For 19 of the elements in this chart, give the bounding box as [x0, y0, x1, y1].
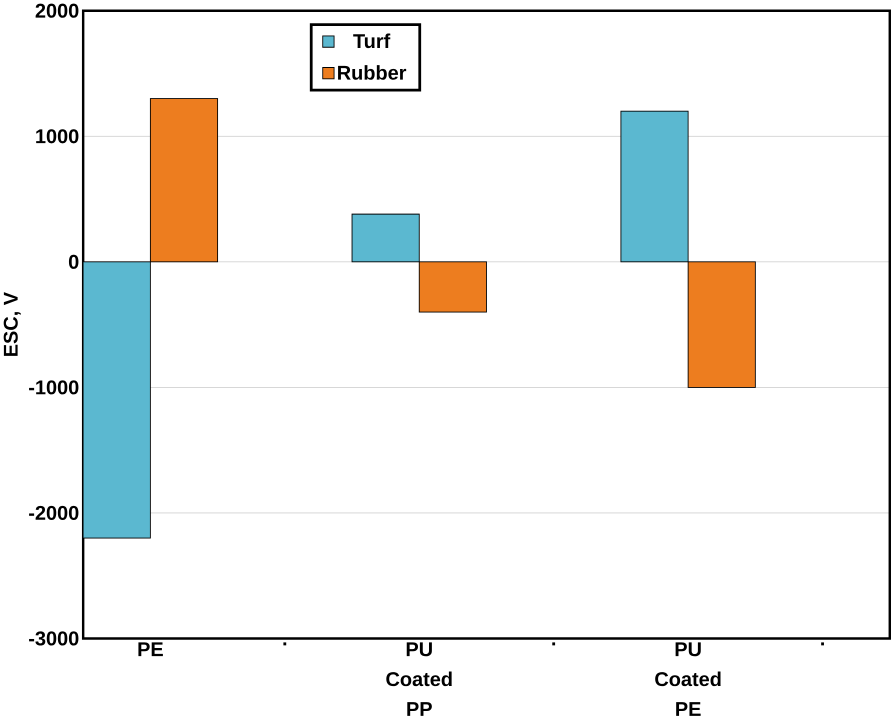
- y-tick-label: -1000: [29, 380, 78, 395]
- bar: [418, 262, 487, 313]
- x-tick-label: PU Coated PP: [386, 642, 452, 716]
- y-tick-label: -2000: [29, 506, 78, 520]
- y-tick-label: 2000: [36, 4, 78, 18]
- x-tick-label: .: [552, 642, 556, 646]
- x-tick-label: PU Coated PE: [655, 642, 721, 716]
- legend-label: Rubber: [338, 65, 406, 80]
- bar: [620, 110, 689, 262]
- bar: [352, 214, 420, 262]
- x-tick-label: PE: [138, 642, 163, 656]
- y-axis-title: ESC, V: [4, 292, 21, 356]
- x-tick-label: .: [283, 642, 286, 646]
- bar: [83, 262, 151, 539]
- y-tick-label: 0: [68, 254, 78, 270]
- y-tick-label: -3000: [29, 632, 78, 646]
- y-tick-label: 1000: [36, 129, 78, 144]
- legend-label: Turf: [353, 34, 390, 48]
- x-tick-label: .: [821, 642, 824, 646]
